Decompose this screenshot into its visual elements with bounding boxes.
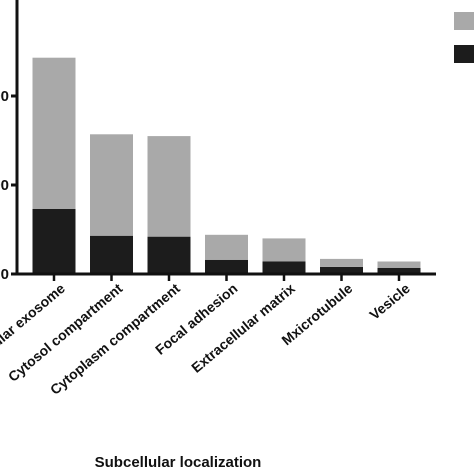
axes-group [11,0,436,281]
bar-segment-dark [147,236,191,274]
bar-segment-dark [377,267,421,274]
legend [454,12,474,63]
y-tick-label: 0 [1,266,9,283]
x-category-label: Extracellular matrix [188,280,298,376]
x-axis-title: Subcellular localization [95,454,262,471]
bar-segment-dark [205,259,248,274]
bar-segment-light [205,234,248,260]
y-tick-labels: 00000 [0,88,9,283]
y-tick-label: 00 [0,177,9,194]
y-tick-label: 00 [0,88,9,105]
legend-swatch [454,45,474,63]
legend-swatch [454,12,474,30]
bars-group [32,57,421,274]
bar-segment-light [147,136,191,237]
bar-segment-light [32,57,76,210]
bar-segment-dark [320,266,363,274]
bar-segment-dark [32,209,76,274]
x-category-label: Vesicle [366,280,413,323]
bar-segment-light [320,258,363,267]
bar-segment-light [377,261,421,268]
bar-segment-light [262,238,306,262]
bar-segment-dark [262,261,306,274]
bar-segment-dark [90,235,133,274]
bar-segment-light [90,134,133,236]
